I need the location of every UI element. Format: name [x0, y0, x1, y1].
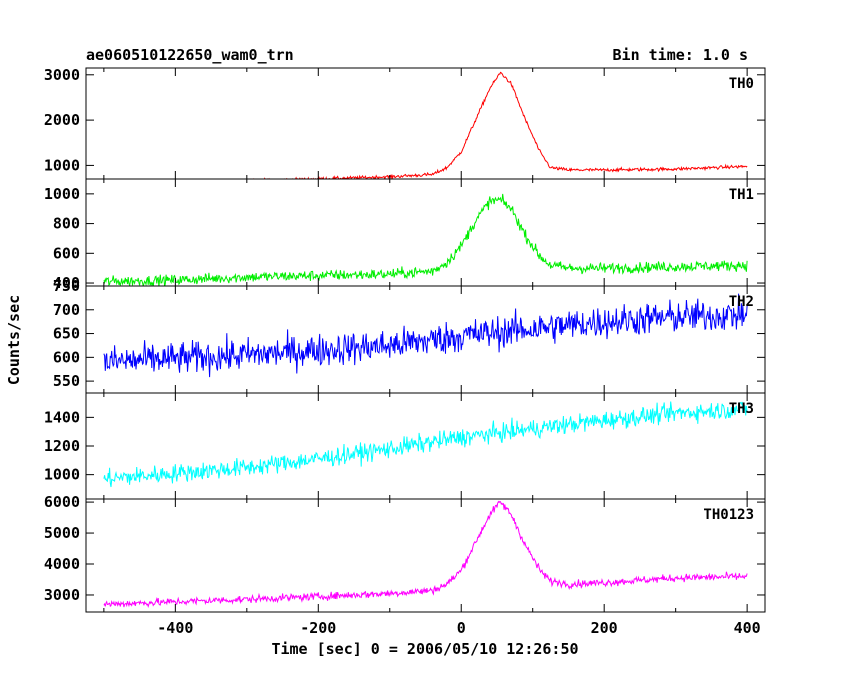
y-tick-label: 750	[53, 277, 80, 295]
y-tick-label: 700	[53, 301, 80, 319]
y-tick-label: 2000	[44, 111, 80, 129]
y-tick-label: 400	[53, 274, 80, 292]
series-line-th1	[103, 193, 748, 286]
y-tick-label: 600	[53, 244, 80, 262]
series-line-th0123	[103, 500, 748, 609]
chart-title: ae060510122650_wam0_trn	[86, 46, 294, 64]
channel-label: TH1	[729, 187, 754, 203]
y-tick-label: 1000	[44, 466, 80, 484]
series-line-th2	[103, 293, 748, 378]
panel-frame	[85, 498, 766, 613]
channel-label: TH0123	[703, 507, 754, 523]
y-tick-label: 1200	[44, 437, 80, 455]
y-axis-label: Counts/sec	[5, 295, 23, 385]
y-tick-label: 800	[53, 215, 80, 233]
panel-th0: 1000 2000 3000 TH0	[44, 66, 766, 180]
y-tick-label: 550	[53, 372, 80, 390]
y-tick-label: 3000	[44, 586, 80, 604]
panel-th2: 550 600 650 700 750 TH2	[53, 277, 766, 394]
panel-th1: 400 600 800 1000 TH1	[44, 178, 766, 292]
y-tick-label: 3000	[44, 66, 80, 84]
panel-frame	[85, 67, 766, 180]
bin-time-label: Bin time: 1.0 s	[613, 46, 748, 64]
y-tick-label: 650	[53, 325, 80, 343]
y-tick-label: 4000	[44, 555, 80, 573]
channel-label: TH3	[729, 401, 754, 417]
y-tick-label: 1000	[44, 185, 80, 203]
y-tick-label: 600	[53, 348, 80, 366]
channel-label: TH2	[729, 294, 754, 310]
x-axis-label: Time [sec] 0 = 2006/05/10 12:26:50	[271, 640, 578, 658]
x-tick-label: -200	[300, 619, 336, 637]
panel-th3: 1000 1200 1400 TH3	[44, 392, 766, 500]
y-tick-label: 1400	[44, 408, 80, 426]
series-line-th3	[103, 401, 748, 488]
channel-label: TH0	[729, 76, 754, 92]
x-tick-label: 0	[457, 619, 466, 637]
y-tick-label: 5000	[44, 524, 80, 542]
y-tick-label: 1000	[44, 156, 80, 174]
series-line-th0	[207, 71, 748, 179]
x-tick-label: -400	[157, 619, 193, 637]
x-tick-label: 400	[734, 619, 761, 637]
panel-th0123: 3000 4000 5000 6000 TH0123	[44, 493, 766, 613]
y-tick-label: 6000	[44, 493, 80, 511]
x-tick-label: 200	[591, 619, 618, 637]
